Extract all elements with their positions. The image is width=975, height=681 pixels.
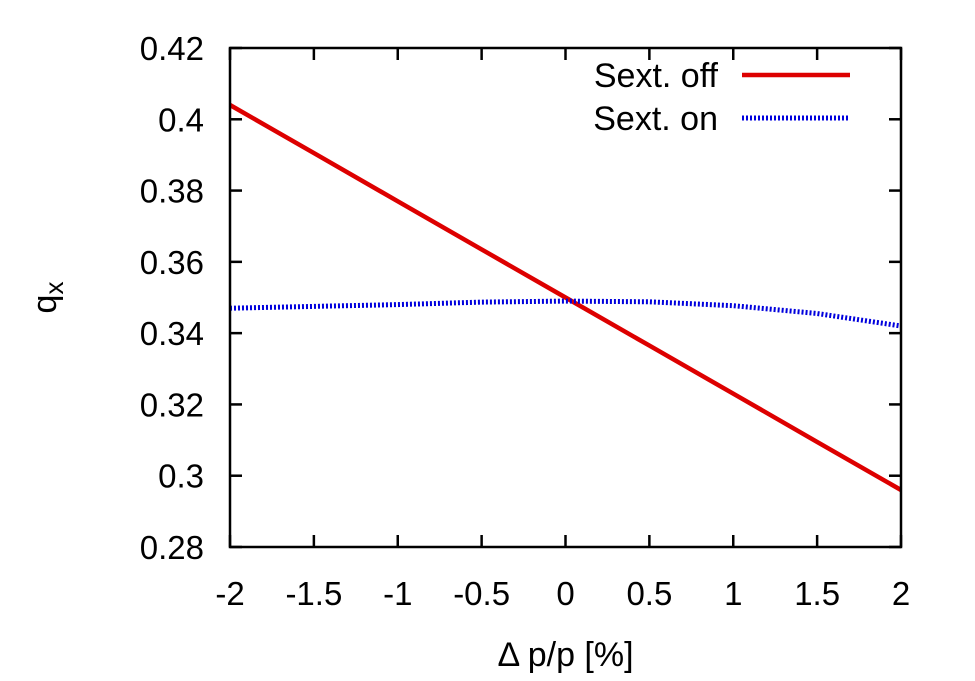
y-axis-label-main: q [26, 295, 64, 314]
y-tick-label: 0.28 [140, 529, 204, 566]
x-tick-label: -2 [215, 575, 244, 612]
x-tick-label: 2 [892, 575, 910, 612]
x-tick-label: 0 [556, 575, 574, 612]
y-tick-label: 0.3 [158, 458, 204, 495]
y-tick-label: 0.4 [158, 101, 204, 138]
y-axis-label-subscript: x [39, 282, 69, 295]
series-line-sext-off [228, 103, 903, 492]
legend: Sext. off Sext. on [593, 57, 850, 138]
y-tick-label: 0.34 [140, 315, 204, 352]
y-tick-label: 0.36 [140, 244, 204, 281]
x-tick-label: 1.5 [794, 575, 840, 612]
plot-frame [228, 46, 903, 549]
tick-labels-layer: -2 -1.5 -1 -0.5 0 0.5 1 1.5 2 0.28 0.3 0.32 0.34 0.36… [140, 30, 910, 612]
x-tick-label: -1.5 [285, 575, 342, 612]
series-line-sext-on [229, 298, 902, 329]
legend-label: Sext. off [594, 57, 719, 95]
y-tick-label: 0.42 [140, 30, 204, 67]
y-tick-label: 0.38 [140, 173, 204, 210]
x-tick-label: 0.5 [626, 575, 672, 612]
x-tick-label: -1 [383, 575, 412, 612]
series-layer [228, 103, 903, 492]
x-tick-label: -0.5 [453, 575, 510, 612]
x-tick-label: 1 [724, 575, 742, 612]
legend-label: Sext. on [593, 100, 718, 138]
y-axis-label: qx [26, 282, 69, 314]
y-tick-label: 0.32 [140, 386, 204, 423]
x-axis-label: Δ p/p [%] [497, 636, 633, 674]
